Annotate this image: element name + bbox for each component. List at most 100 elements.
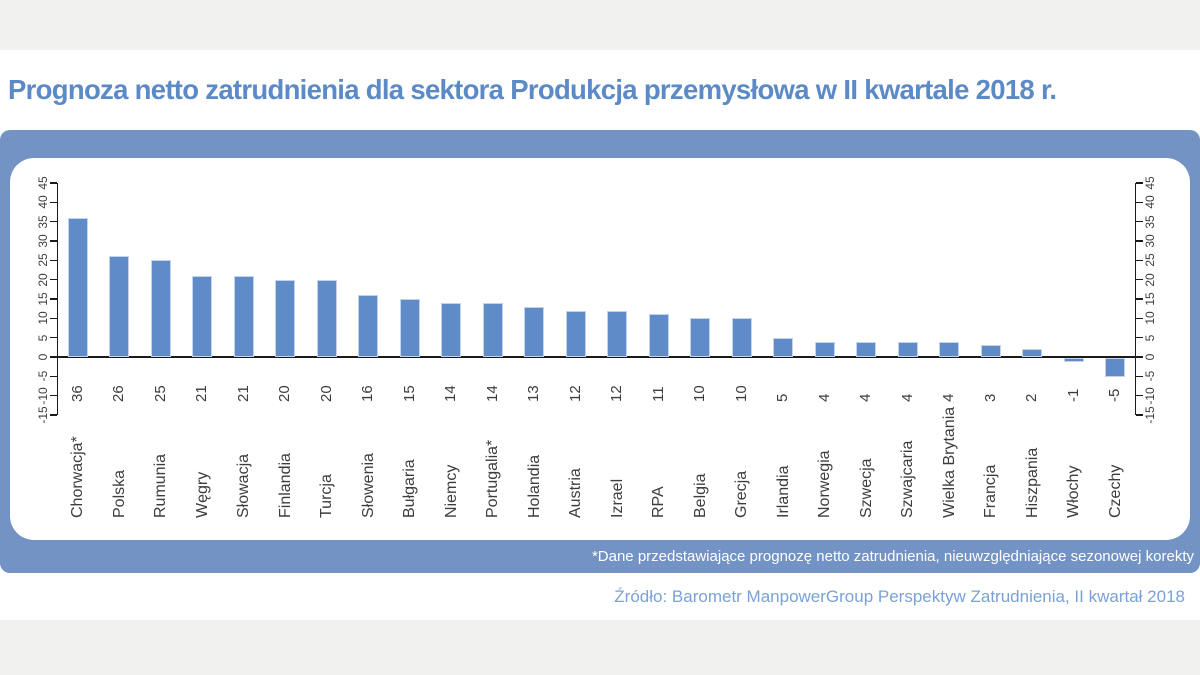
y-tick-right: [1136, 201, 1143, 204]
y-tick-left: [50, 298, 57, 300]
y-tick-label-left: 15: [36, 292, 50, 306]
y-tick-right: [1136, 394, 1143, 397]
bar-value-label: 4: [857, 393, 875, 402]
bar: [814, 341, 835, 357]
y-tick-right: [1136, 240, 1143, 242]
country-label: Szwajcaria: [899, 440, 917, 518]
country-label: Polska: [110, 469, 128, 518]
bar-value-label: 21: [234, 385, 252, 402]
y-tick-left: [50, 278, 57, 281]
bar-value-label: 4: [940, 393, 958, 402]
chart-area: -15 -15 -10 -10 -5 -5 0 0 5 5 10 10 15 15 20 20 25 25 30 30…: [10, 158, 1190, 540]
country-label: Słowacja: [235, 453, 253, 518]
y-tick-left: [50, 394, 57, 397]
y-tick-left: [50, 201, 57, 204]
y-tick-label-right: 20: [1143, 272, 1157, 287]
y-tick-left: [50, 317, 57, 320]
y-tick-label-right: 15: [1143, 292, 1157, 306]
y-tick-right: [1136, 259, 1143, 262]
y-tick-label-right: -5: [1143, 370, 1157, 382]
bar-value-label: 10: [691, 385, 709, 402]
country-label: Słowenia: [359, 453, 377, 518]
y-tick-label-right: 10: [1143, 311, 1157, 326]
y-tick-left: [50, 220, 57, 223]
y-tick-right: [1136, 220, 1143, 223]
bar: [856, 341, 877, 357]
top-margin-band: [0, 0, 1200, 50]
y-tick-label-left: 0: [36, 353, 50, 361]
y-tick-label-right: 25: [1143, 253, 1157, 268]
y-tick-right: [1136, 414, 1143, 416]
bar-value-label: 11: [649, 386, 667, 402]
y-tick-label-left: -15: [36, 406, 50, 424]
bar: [1105, 357, 1126, 378]
y-axis-lines: [57, 183, 1136, 415]
chart-panel: -15 -15 -10 -10 -5 -5 0 0 5 5 10 10 15 15 20 20 25 25 30 30…: [0, 130, 1200, 573]
bar: [192, 275, 213, 357]
bar-value-label: 36: [68, 385, 86, 402]
y-tick-label-right: -15: [1143, 406, 1157, 424]
country-label: Chorwacja*: [69, 436, 87, 518]
country-label: Węgry: [193, 471, 211, 518]
y-tick-label-right: 40: [1143, 195, 1157, 210]
y-tick-label-right: -10: [1143, 386, 1157, 405]
bar-value-label: 16: [359, 385, 377, 402]
y-tick-right: [1136, 298, 1143, 300]
bar: [607, 310, 628, 357]
country-label: Czechy: [1106, 464, 1124, 518]
bar: [482, 302, 503, 357]
country-label: Portugalia*: [484, 439, 502, 518]
source-caption: Źródło: Barometr ManpowerGroup Perspekty…: [614, 586, 1185, 606]
y-tick-label-right: 30: [1143, 234, 1157, 248]
y-tick-left: [50, 414, 57, 416]
bar: [565, 310, 586, 357]
country-label: Rumunia: [152, 453, 170, 518]
source-row: Źródło: Barometr ManpowerGroup Perspekty…: [0, 573, 1200, 620]
page-title: Prognoza netto zatrudnienia dla sektora …: [8, 74, 1057, 105]
bar: [1022, 349, 1043, 357]
bar-value-label: 12: [566, 385, 584, 402]
y-tick-left: [50, 356, 57, 358]
country-label: Turcja: [318, 474, 336, 518]
y-tick-label-left: 30: [36, 234, 50, 248]
country-label: Grecja: [733, 470, 751, 518]
y-tick-left: [50, 259, 57, 262]
bar: [67, 217, 88, 357]
bar-value-label: 15: [400, 385, 418, 402]
y-tick-label-right: 5: [1143, 334, 1157, 341]
bar-value-label: 5: [774, 393, 792, 402]
bar: [399, 299, 420, 357]
country-label: Norwegia: [816, 450, 834, 518]
bar-value-label: 3: [981, 393, 999, 402]
bar-value-label: 14: [483, 385, 501, 402]
bar: [275, 279, 296, 357]
y-tick-label-left: 5: [36, 334, 50, 341]
bar-value-label: 20: [276, 385, 294, 402]
y-tick-label-left: 10: [36, 311, 50, 326]
bottom-margin-band: [0, 620, 1200, 675]
y-tick-label-left: 20: [36, 272, 50, 287]
bar-value-label: -5: [1106, 388, 1124, 402]
country-label: Izrael: [608, 478, 626, 518]
y-tick-left: [50, 336, 57, 339]
bar: [358, 295, 379, 357]
bar: [773, 337, 794, 357]
y-tick-right: [1136, 278, 1143, 281]
chart-footnote: *Dane przedstawiające prognozę netto zat…: [591, 548, 1194, 565]
bar-value-label: 25: [151, 385, 169, 402]
bar: [441, 302, 462, 357]
y-tick-label-right: 35: [1143, 214, 1157, 229]
bar: [1063, 357, 1084, 362]
country-label: Finlandia: [276, 453, 294, 518]
bar-value-label: 21: [193, 385, 211, 402]
y-tick-label-left: 25: [36, 253, 50, 268]
y-tick-left: [50, 240, 57, 242]
y-tick-right: [1136, 375, 1143, 378]
country-label: Szwecja: [857, 458, 875, 518]
title-row: Prognoza netto zatrudnienia dla sektora …: [0, 50, 1200, 130]
country-label: Wielka Brytania: [940, 406, 958, 518]
y-tick-label-left: 45: [36, 176, 50, 190]
bar-value-label: 14: [442, 385, 460, 402]
y-tick-right: [1136, 336, 1143, 339]
country-label: Holandia: [525, 454, 543, 518]
